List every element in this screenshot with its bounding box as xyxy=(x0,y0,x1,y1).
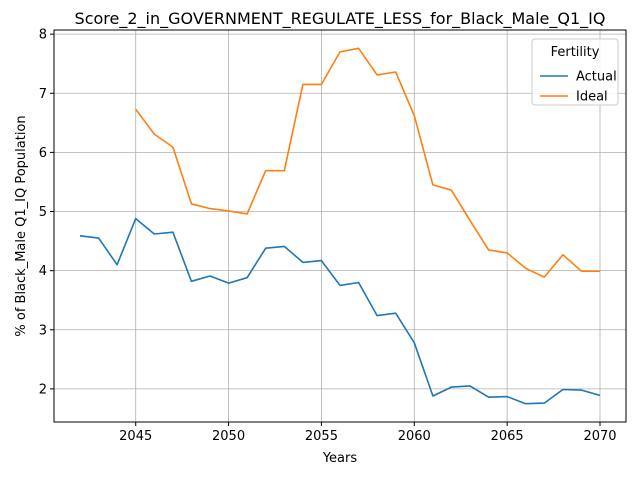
y-tick-label: 6 xyxy=(39,146,47,161)
legend-label-ideal: Ideal xyxy=(576,90,608,105)
x-tick-label: 2070 xyxy=(583,429,616,444)
y-tick-label: 3 xyxy=(39,323,47,338)
legend-label-actual: Actual xyxy=(576,70,617,85)
legend: Fertility Actual Ideal xyxy=(531,38,619,106)
y-axis-label: % of Black_Male Q1_IQ Population xyxy=(14,115,29,336)
x-tick-label: 2045 xyxy=(119,429,152,444)
plot-area-frame xyxy=(53,29,627,423)
y-tick-label: 8 xyxy=(39,28,47,43)
x-axis-label: Years xyxy=(322,451,358,466)
y-tick-label: 7 xyxy=(39,87,47,102)
legend-title: Fertility xyxy=(551,45,600,60)
series-lines xyxy=(79,47,601,405)
legend-box xyxy=(531,38,619,106)
series-line-ideal xyxy=(135,47,600,278)
y-tick-label: 4 xyxy=(39,264,47,279)
x-tick-label: 2065 xyxy=(491,429,524,444)
axis-ticks: 2045 2050 2055 2060 2065 2070 2 3 4 5 6 7 8 xyxy=(39,28,617,444)
x-tick-label: 2055 xyxy=(305,429,338,444)
gridlines xyxy=(54,30,626,422)
y-tick-label: 5 xyxy=(39,205,47,220)
legend-entries: Actual Ideal xyxy=(540,70,617,105)
x-tick-label: 2050 xyxy=(212,429,245,444)
x-tick-label: 2060 xyxy=(398,429,431,444)
y-tick-label: 2 xyxy=(39,382,47,397)
chart-title: Score_2_in_GOVERNMENT_REGULATE_LESS_for_… xyxy=(75,9,606,29)
series-line-actual xyxy=(79,217,601,405)
